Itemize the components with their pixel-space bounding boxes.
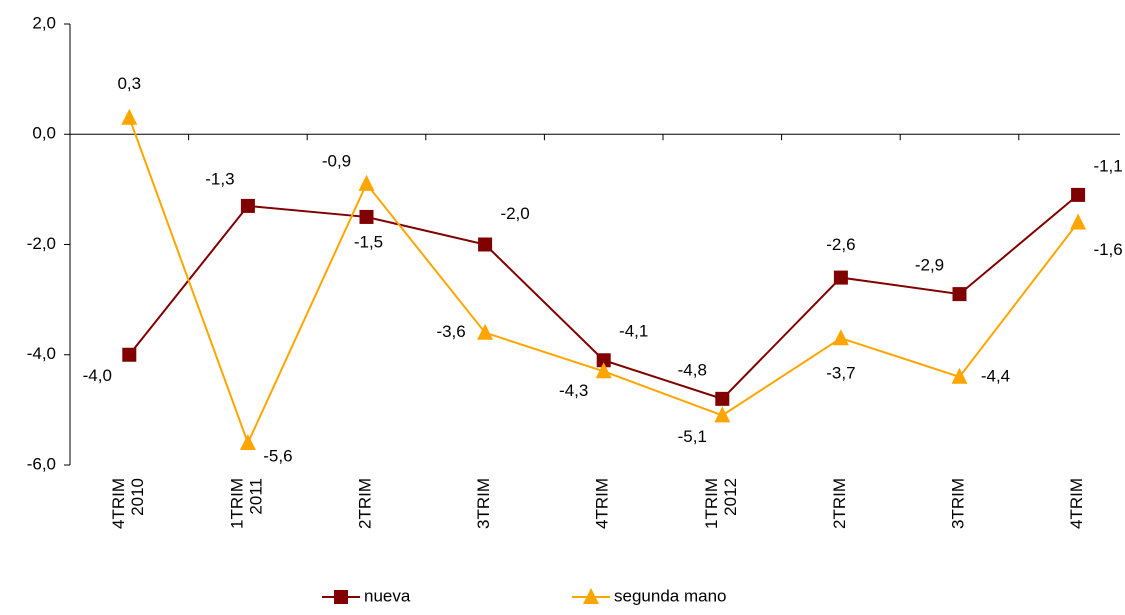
- marker: [122, 347, 137, 362]
- data-label: -3,7: [826, 364, 855, 383]
- y-tick-label: -2,0: [27, 234, 56, 253]
- x-tick-label: 3TRIM: [475, 478, 494, 529]
- data-label: 0,3: [117, 74, 141, 93]
- y-tick-label: 2,0: [32, 13, 56, 32]
- marker: [596, 353, 611, 368]
- series-line: [128, 117, 1079, 446]
- marker: [595, 362, 612, 379]
- data-label: -4,0: [83, 366, 112, 385]
- marker: [714, 406, 731, 423]
- y-tick-label: -6,0: [27, 454, 56, 473]
- marker: [1071, 187, 1086, 202]
- legend-label: nueva: [364, 586, 411, 605]
- marker: [1070, 213, 1087, 230]
- data-label: -2,0: [500, 204, 529, 223]
- x-tick-label: 4TRIM: [593, 478, 612, 529]
- marker: [239, 433, 256, 450]
- x-tick-label: 2TRIM: [830, 478, 849, 529]
- marker: [478, 237, 493, 252]
- data-label: -4,8: [678, 360, 707, 379]
- data-label: -4,1: [619, 322, 648, 341]
- data-label: -5,6: [263, 446, 292, 465]
- y-tick-label: -4,0: [27, 344, 56, 363]
- marker: [832, 329, 849, 346]
- x-tick-label: 1TRIM2012: [702, 478, 740, 529]
- marker: [121, 108, 138, 125]
- marker: [240, 198, 255, 213]
- data-label: -0,9: [322, 151, 351, 170]
- marker: [833, 270, 848, 285]
- legend-marker: [334, 590, 348, 604]
- marker: [477, 323, 494, 340]
- legend-marker: [583, 588, 599, 604]
- data-label: -1,3: [205, 169, 234, 188]
- x-tick-label: 1TRIM2011: [228, 478, 266, 529]
- y-tick-label: 0,0: [32, 124, 56, 143]
- data-label: -1,5: [354, 232, 383, 251]
- data-label: -1,1: [1093, 156, 1122, 175]
- x-tick-label: 4TRIM: [1068, 478, 1087, 529]
- marker: [715, 391, 730, 406]
- marker: [952, 287, 967, 302]
- x-tick-label: 2TRIM: [356, 478, 375, 529]
- data-label: -2,6: [826, 235, 855, 254]
- data-label: -2,9: [915, 256, 944, 275]
- legend-label: segunda mano: [614, 586, 726, 605]
- marker: [951, 367, 968, 384]
- data-label: -3,6: [436, 322, 465, 341]
- x-tick-label: 3TRIM: [949, 478, 968, 529]
- marker: [359, 209, 374, 224]
- data-label: -1,6: [1093, 240, 1122, 259]
- data-label: -4,4: [981, 366, 1010, 385]
- x-tick-label: 4TRIM2010: [109, 478, 147, 529]
- data-label: -5,1: [678, 427, 707, 446]
- marker: [358, 174, 375, 191]
- data-label: -4,3: [559, 381, 588, 400]
